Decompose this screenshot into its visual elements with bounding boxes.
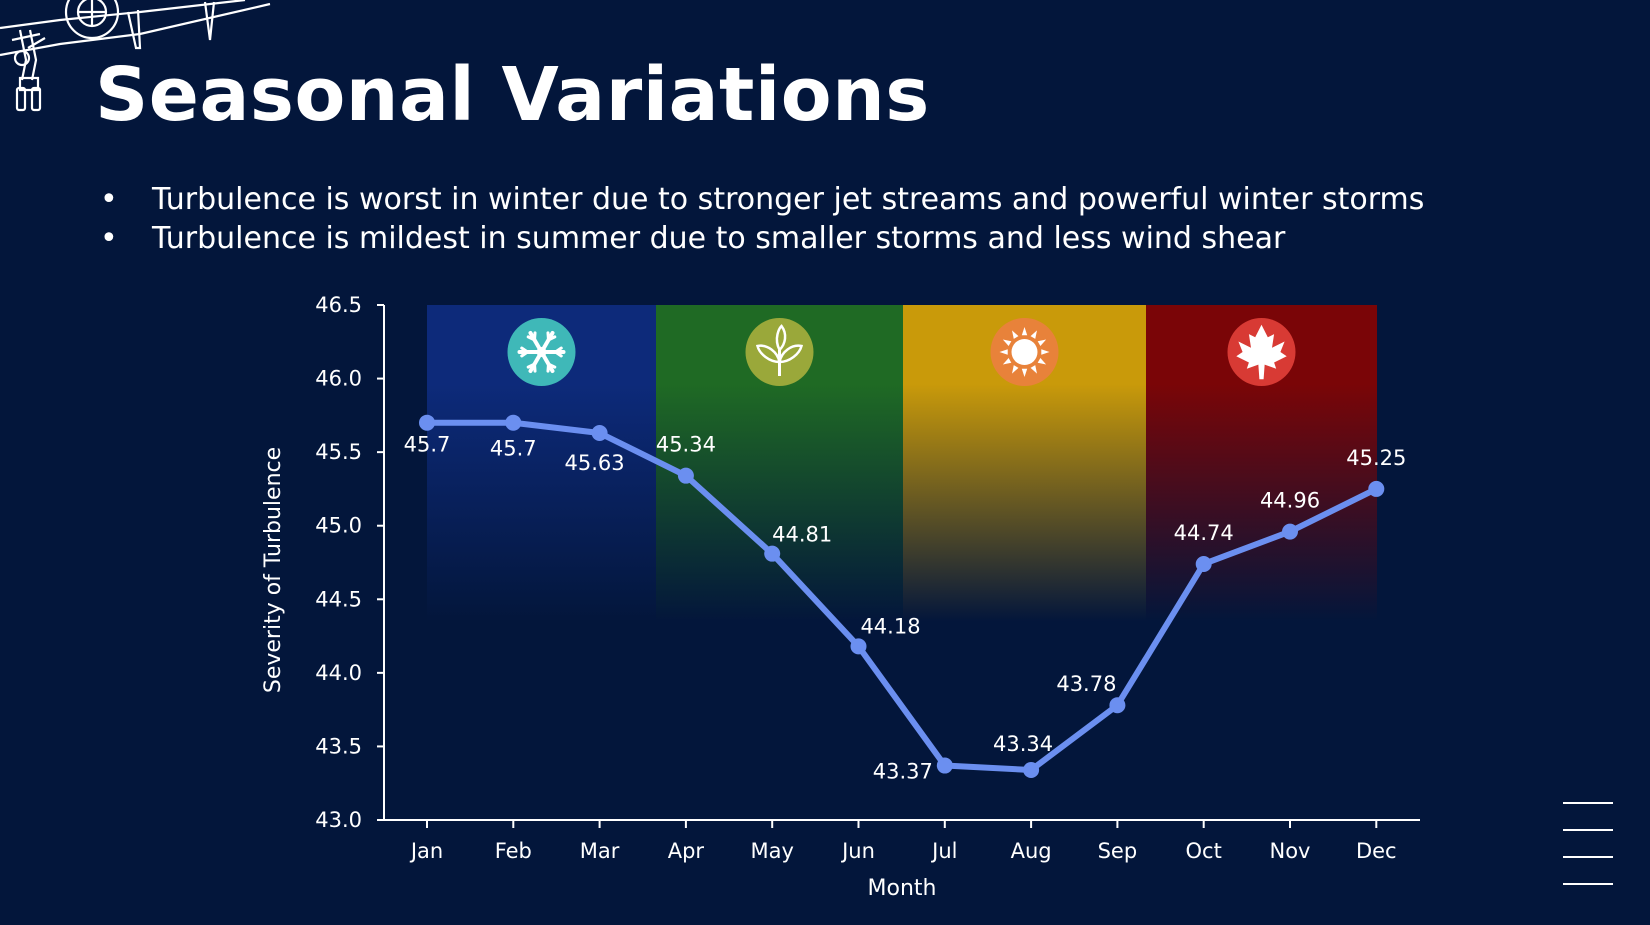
sun-icon — [990, 318, 1059, 386]
data-point — [419, 414, 435, 431]
menu-lines-icon — [1563, 802, 1613, 910]
x-axis-title: Month — [868, 876, 937, 901]
bullet-list: Turbulence is worst in winter due to str… — [100, 180, 1424, 258]
data-point — [1109, 697, 1126, 714]
data-label: 45.25 — [1346, 446, 1406, 470]
maple-leaf-icon — [1227, 318, 1296, 386]
bullet-item: Turbulence is mildest in summer due to s… — [100, 219, 1424, 258]
data-point — [850, 638, 867, 655]
x-tick-label: Jul — [930, 839, 957, 863]
data-point — [1282, 523, 1298, 540]
y-tick-label: 45.5 — [315, 440, 362, 464]
data-point — [505, 414, 522, 431]
bullet-item: Turbulence is worst in winter due to str… — [100, 180, 1424, 219]
y-tick-label: 44.5 — [315, 587, 362, 611]
y-tick-label: 43.0 — [315, 808, 362, 832]
data-label: 45.7 — [404, 433, 451, 457]
airplane-outline-icon — [0, 0, 271, 112]
data-label: 44.96 — [1260, 489, 1320, 513]
y-axis-title: Severity of Turbulence — [261, 447, 286, 693]
data-point — [1195, 555, 1212, 572]
x-tick-label: Aug — [1011, 839, 1052, 863]
data-label: 44.18 — [860, 614, 920, 638]
data-labels: 45.7 45.7 45.63 45.34 44.81 44.18 43.37 43.34 43… — [404, 433, 1407, 784]
data-label: 44.81 — [772, 523, 832, 547]
data-point — [936, 757, 953, 774]
leaf-icon — [745, 318, 814, 386]
series-line — [419, 414, 1385, 778]
chart-axes: 43.0 43.5 44.0 44.5 45.0 45.5 46.0 46.5 Jan Feb Ma… — [315, 293, 1420, 863]
y-tick-label: 45.0 — [315, 514, 362, 538]
data-point — [764, 545, 781, 562]
data-point — [677, 467, 694, 484]
data-label: 43.34 — [993, 732, 1053, 756]
data-label: 45.7 — [490, 437, 537, 461]
x-tick-label: Jun — [840, 839, 875, 863]
x-tick-label: Oct — [1186, 839, 1222, 863]
data-point — [591, 425, 608, 442]
data-label: 45.34 — [656, 433, 716, 457]
x-tick-label: Apr — [668, 839, 705, 863]
snowflake-icon — [507, 318, 576, 386]
x-tick-label: May — [750, 839, 793, 863]
series-polyline — [427, 419, 1378, 773]
data-label: 43.78 — [1056, 672, 1116, 696]
x-tick-label: Jan — [409, 839, 443, 863]
data-point — [1368, 480, 1385, 497]
y-tick-label: 44.0 — [315, 661, 362, 685]
data-point — [1023, 761, 1040, 778]
y-tick-label: 43.5 — [315, 734, 362, 758]
x-tick-label: Mar — [580, 839, 620, 863]
data-label: 45.63 — [565, 451, 625, 475]
x-tick-label: Dec — [1356, 839, 1397, 863]
y-tick-label: 46.5 — [315, 293, 362, 317]
x-tick-label: Sep — [1098, 839, 1138, 863]
season-bands — [427, 305, 1377, 622]
data-label: 44.74 — [1174, 521, 1234, 545]
y-tick-label: 46.0 — [315, 367, 362, 391]
x-tick-label: Nov — [1270, 839, 1311, 863]
x-tick-label: Feb — [495, 839, 532, 863]
data-label: 43.37 — [873, 760, 933, 784]
page-title: Seasonal Variations — [95, 52, 930, 138]
